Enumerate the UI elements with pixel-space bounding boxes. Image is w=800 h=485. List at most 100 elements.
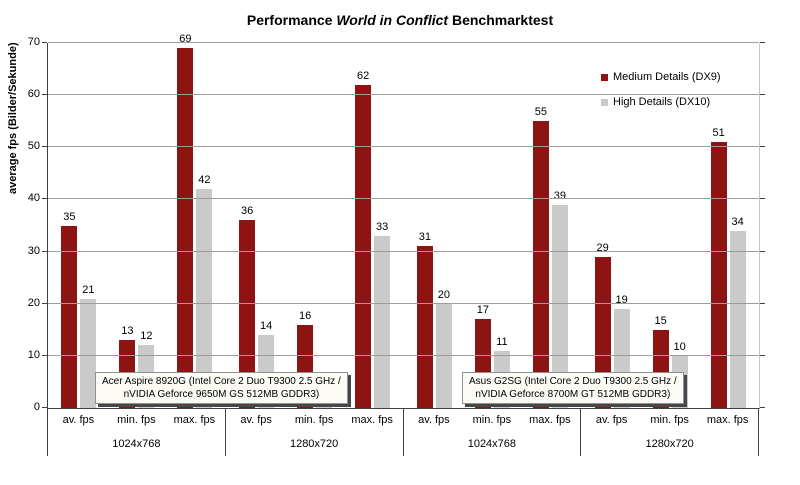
y-tick-left-0	[42, 407, 47, 408]
legend-label: Medium Details (DX9)	[613, 71, 721, 83]
gridline-70	[48, 42, 759, 43]
x-axis-sublabel: av. fps	[240, 414, 272, 426]
bar-medium-dx9: 31	[416, 231, 433, 408]
bar-value-label: 62	[357, 69, 370, 82]
bar-medium-dx9: 51	[710, 127, 727, 408]
x-axis-sublabels: av. fps min. fps max. fps	[404, 409, 581, 431]
x-axis-group-cell: av. fps min. fps max. fps 1024x768	[404, 409, 582, 456]
x-axis-resolution-label: 1280x720	[645, 437, 694, 450]
x-axis-sublabel: min. fps	[650, 414, 689, 426]
gridline-50	[48, 146, 759, 148]
y-tick-right-60	[760, 94, 765, 96]
y-tick-right-10	[760, 354, 765, 356]
bar-value-label: 19	[615, 293, 628, 306]
x-axis-sublabel: max. fps	[351, 414, 393, 426]
y-axis-title: average fps (Bilder/Sekunde)	[7, 42, 19, 194]
y-tick-left-10	[42, 354, 47, 356]
y-tick-right-70	[760, 42, 765, 43]
x-axis-resolution-label: 1024x768	[467, 437, 517, 450]
gridline-60	[48, 94, 759, 96]
annotation-acer: Acer Aspire 8920G (Intel Core 2 Duo T930…	[95, 372, 348, 404]
bar-value-label: 51	[712, 127, 725, 140]
x-axis-sublabel: min. fps	[294, 414, 334, 426]
x-axis-sublabels: av. fps min. fps max. fps	[226, 409, 403, 431]
bar-value-label: 69	[179, 33, 192, 46]
bar-value-label: 55	[534, 106, 547, 119]
y-tick-right-30	[760, 250, 765, 252]
subgroup-minfps: 13 12	[115, 43, 159, 408]
bar-value-label: 13	[121, 325, 134, 338]
x-axis-group-cell: av. fps min. fps max. fps 1280x720	[581, 409, 759, 456]
bar-medium-dx9: 55	[532, 106, 549, 408]
y-tick-label-40: 40	[27, 192, 40, 205]
x-axis-sublabel: min. fps	[472, 414, 512, 426]
bar-group-asus-1024x768: 31 20 17 11 55 39	[404, 43, 582, 408]
legend: Medium Details (DX9) High Details (DX10)	[598, 70, 724, 109]
bar-high-dx10: 42	[196, 174, 213, 408]
bar-medium-dx9: 36	[239, 205, 256, 408]
y-tick-right-0	[760, 407, 765, 408]
subgroup-avfps: 35 21	[57, 43, 101, 408]
x-axis-sublabel: max. fps	[529, 414, 571, 426]
subgroup-minfps: 17 11	[470, 43, 514, 408]
subgroup-avfps: 31 20	[412, 43, 456, 408]
bar-high-dx10: 20	[435, 289, 452, 408]
x-axis-resolution-label: 1024x768	[112, 437, 161, 450]
subgroup-maxfps: 62 33	[351, 43, 395, 408]
bar-value-label: 16	[299, 309, 312, 322]
x-axis-sublabels: av. fps min. fps max. fps	[48, 409, 225, 431]
chart-title: Performance World in Conflict Benchmarkt…	[0, 12, 800, 28]
bar-value-label: 39	[553, 189, 566, 202]
bar-value-label: 33	[376, 220, 389, 233]
chart-title-game-name: World in Conflict	[336, 12, 449, 28]
legend-swatch	[601, 98, 608, 106]
bar-value-label: 14	[260, 320, 273, 332]
bar-value-label: 34	[731, 215, 744, 228]
subgroup-maxfps: 69 42	[173, 33, 217, 408]
x-axis-sublabel: av. fps	[418, 414, 450, 426]
x-axis-sublabel: max. fps	[173, 414, 216, 426]
subgroup-maxfps: 55 39	[528, 43, 572, 408]
subgroup-maxfps: 51 34	[706, 43, 750, 408]
y-tick-left-30	[42, 250, 47, 252]
bar-high-dx10: 33	[374, 221, 391, 408]
bar-value-label: 31	[418, 231, 431, 244]
y-tick-label-0: 0	[33, 401, 40, 413]
legend-label: High Details (DX10)	[613, 96, 711, 108]
y-tick-label-60: 60	[27, 88, 40, 101]
bar-high-dx10: 34	[729, 216, 746, 408]
gridline-40	[48, 198, 759, 200]
bar-value-label: 42	[198, 174, 211, 186]
y-tick-left-40	[42, 198, 47, 200]
x-axis-sublabel: max. fps	[706, 414, 749, 426]
bar-group-acer-1280x720: 36 14 16 62 33	[226, 43, 404, 408]
legend-item: High Details (DX10)	[598, 95, 724, 109]
bar-value-label: 29	[596, 241, 609, 254]
chart-title-suffix: Benchmarktest	[448, 12, 554, 28]
legend-item: Medium Details (DX9)	[598, 70, 724, 84]
gridline-30	[48, 250, 759, 252]
y-tick-left-50	[42, 146, 47, 148]
bar-medium-dx9: 35	[61, 211, 78, 408]
bar-value-label: 21	[82, 283, 95, 296]
gridline-20	[48, 302, 759, 304]
bar-value-label: 36	[241, 205, 254, 218]
y-tick-left-60	[42, 94, 47, 96]
y-tick-label-10: 10	[27, 348, 40, 361]
y-tick-right-50	[760, 146, 765, 148]
annotation-asus: Asus G2SG (Intel Core 2 Duo T9300 2.5 GH…	[462, 372, 684, 404]
bar-value-label: 35	[63, 210, 76, 223]
bar-group-acer-1024x768: 35 21 13 12 69 42	[48, 33, 226, 408]
annotation-asus-line1: Asus G2SG (Intel Core 2 Duo T9300 2.5 GH…	[469, 376, 677, 387]
x-axis-sublabel: av. fps	[595, 414, 628, 426]
x-axis-sublabel: av. fps	[62, 414, 95, 426]
annotation-acer-line2: nVIDIA Geforce 9650M GS 512MB GDDR3)	[123, 389, 320, 400]
x-axis-labels: av. fps min. fps max. fps 1024x768 av. fps mi…	[47, 409, 759, 456]
y-tick-label-50: 50	[27, 140, 40, 153]
x-axis-resolution-label: 1280x720	[289, 437, 339, 450]
bar-value-label: 11	[496, 335, 508, 348]
annotation-asus-line2: nVIDIA Geforce 8700M GT 512MB GDDR3)	[475, 389, 671, 400]
legend-swatch	[601, 73, 608, 81]
x-axis-group-cell: av. fps min. fps max. fps 1024x768	[48, 409, 226, 456]
